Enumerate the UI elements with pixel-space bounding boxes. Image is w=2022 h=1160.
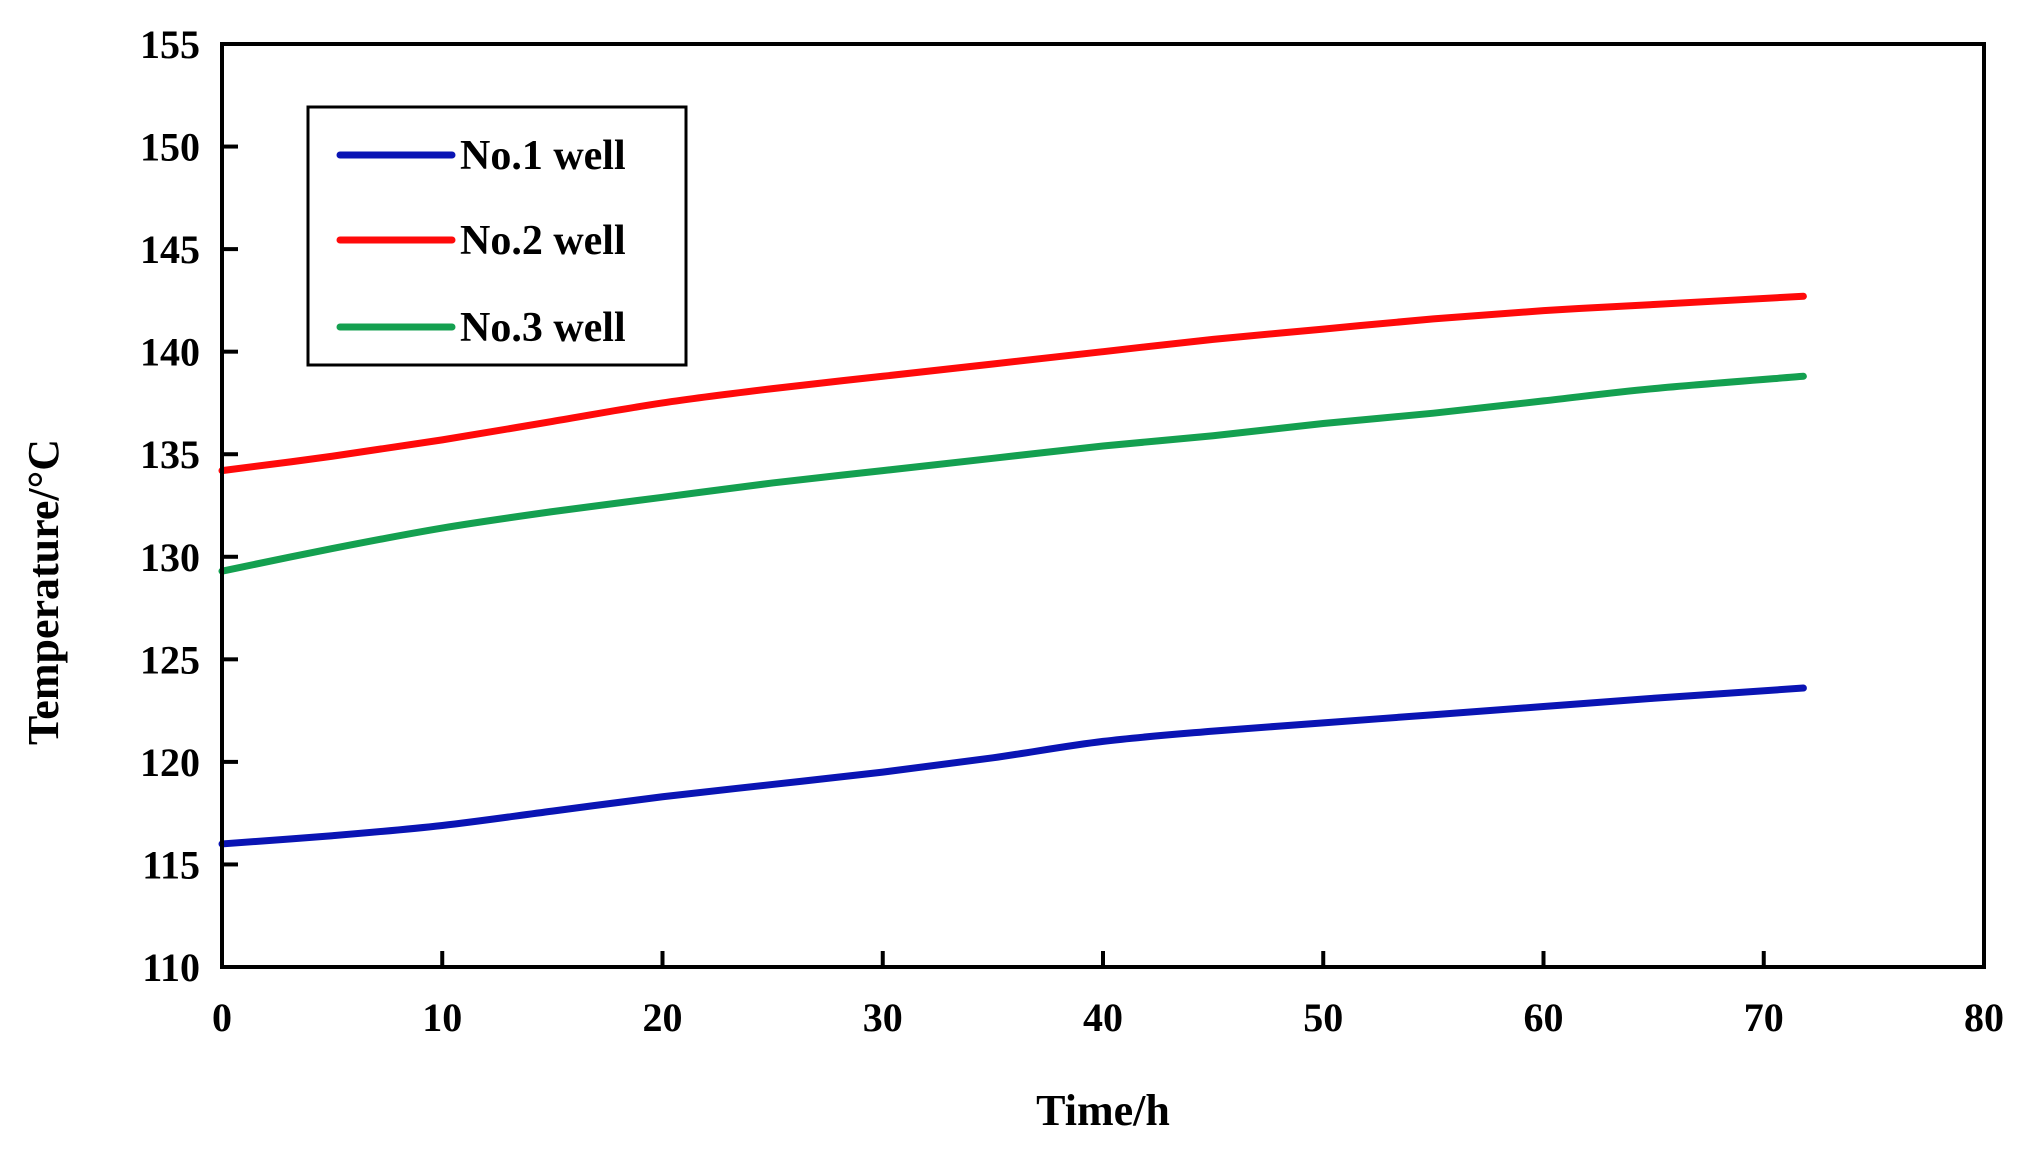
- series-line-3: [218, 372, 1807, 575]
- x-tick-label: 70: [1744, 995, 1784, 1040]
- y-tick-label: 120: [140, 740, 200, 785]
- x-tick-label: 40: [1083, 995, 1123, 1040]
- legend: No.1 well No.2 well No.3 well: [306, 105, 688, 367]
- x-tick-label: 30: [863, 995, 903, 1040]
- y-tick-label: 150: [140, 125, 200, 170]
- y-tick-label: 130: [140, 535, 200, 580]
- legend-label-1: No.1 well: [460, 133, 626, 179]
- x-tick-label: 80: [1964, 995, 2004, 1040]
- x-tick-label: 0: [212, 995, 232, 1040]
- x-tick-label: 20: [643, 995, 683, 1040]
- legend-label-2: No.2 well: [460, 218, 626, 264]
- y-tick-label: 110: [142, 945, 200, 990]
- series-layer: [218, 292, 1807, 848]
- y-tick-label: 115: [142, 842, 200, 887]
- y-tick-label: 140: [140, 330, 200, 375]
- y-tick-label: 125: [140, 637, 200, 682]
- series-line-1: [218, 684, 1807, 848]
- x-tick-label: 50: [1303, 995, 1343, 1040]
- x-axis: 0 10 20 30 40 50 60 70 80: [212, 951, 2004, 1040]
- y-axis-title: Temperature/°C: [19, 439, 68, 745]
- y-tick-label: 145: [140, 227, 200, 272]
- x-axis-title: Time/h: [1036, 1086, 1170, 1135]
- legend-label-3: No.3 well: [460, 305, 626, 351]
- y-axis: 110 115 120 125 130 135 140 145 150 155: [140, 22, 238, 990]
- series-line-2: [218, 292, 1807, 475]
- y-tick-label: 155: [140, 22, 200, 67]
- y-tick-label: 135: [140, 432, 200, 477]
- x-tick-label: 10: [422, 995, 462, 1040]
- legend-box: [306, 105, 688, 367]
- x-tick-label: 60: [1524, 995, 1564, 1040]
